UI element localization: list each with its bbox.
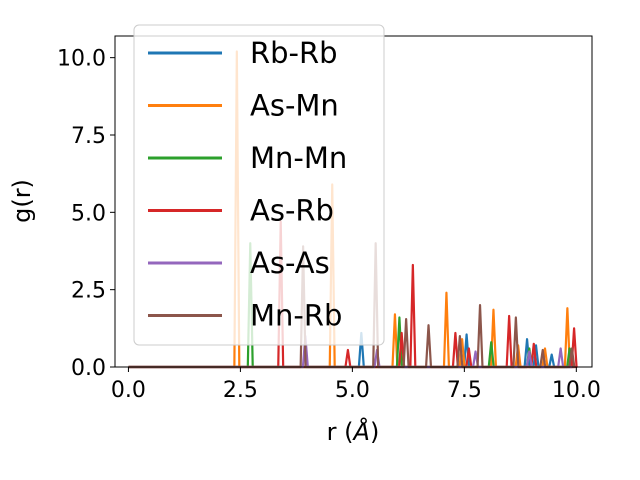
legend-label-Rb-Rb: Rb-Rb [250,36,338,70]
x-tick-label: 7.5 [447,378,482,403]
x-tick-label: 5.0 [335,378,370,403]
legend-label-As-Rb: As-Rb [250,194,334,228]
y-tick-label: 7.5 [71,124,106,149]
legend: Rb-Rb As-Mn Mn-Mn As-Rb As-As Mn-Rb [133,24,385,346]
series-line-Rb-Rb [128,331,572,369]
legend-label-Mn-Rb: Mn-Rb [250,299,342,333]
y-tick-label: 0.0 [71,356,106,381]
x-tick-label: 2.5 [223,378,258,403]
series-line-As-Rb [128,220,578,369]
series-line-As-As [128,334,572,369]
x-axis-label: r (Å) [327,417,380,446]
y-tick-label: 10.0 [57,47,106,72]
legend-label-Mn-Mn: Mn-Mn [250,141,347,175]
y-tick-label: 5.0 [71,201,106,226]
legend-label-As-Mn: As-Mn [250,89,339,123]
x-tick-label: 10.0 [552,378,601,403]
legend-box [133,24,385,346]
y-tick-label: 2.5 [71,279,106,304]
x-tick-label: 0.0 [111,378,146,403]
legend-label-As-As: As-As [250,246,330,280]
axis-ticks: 0.0 2.5 5.0 7.5 10.0 0.0 2.5 5.0 7.5 10.0 [57,47,601,403]
y-axis-label: g(r) [8,179,36,223]
